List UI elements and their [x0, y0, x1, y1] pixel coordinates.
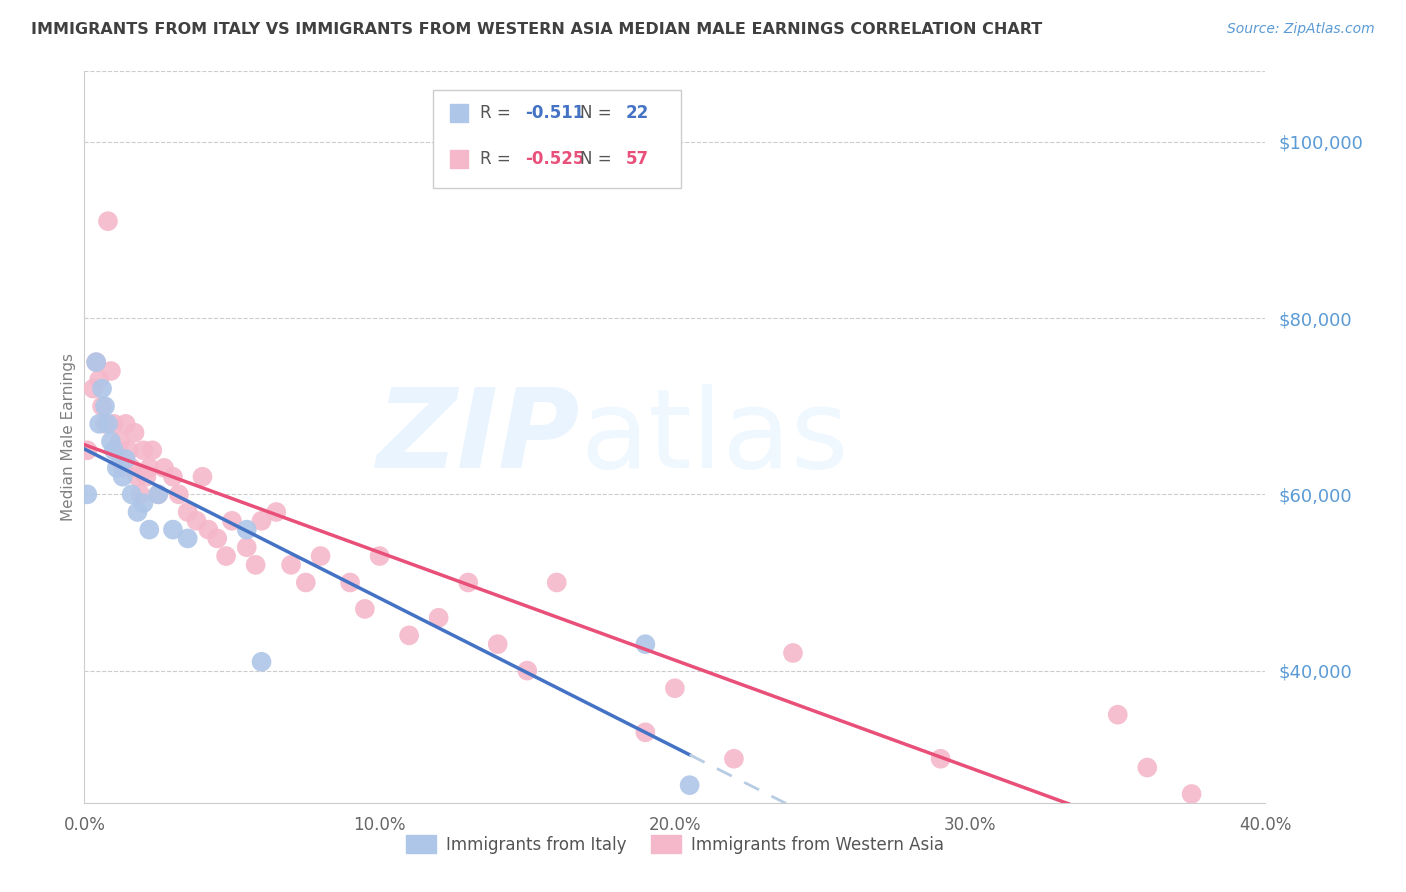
Point	[121, 487, 143, 501]
Point	[162, 469, 184, 483]
Point	[100, 434, 122, 449]
Point	[177, 532, 200, 546]
Point	[76, 487, 98, 501]
Text: 22: 22	[626, 104, 648, 122]
Legend: Immigrants from Italy, Immigrants from Western Asia: Immigrants from Italy, Immigrants from W…	[399, 829, 950, 860]
Point	[546, 575, 568, 590]
Point	[368, 549, 391, 563]
Point	[929, 752, 952, 766]
Point	[1107, 707, 1129, 722]
Point	[266, 505, 288, 519]
Text: atlas: atlas	[581, 384, 849, 491]
Point	[1181, 787, 1204, 801]
Point	[121, 461, 143, 475]
Point	[103, 443, 125, 458]
Point	[186, 514, 208, 528]
Point	[167, 487, 190, 501]
Point	[105, 461, 128, 475]
Point	[148, 487, 170, 501]
Point	[679, 778, 702, 792]
Point	[138, 523, 160, 537]
Point	[127, 505, 149, 519]
Point	[280, 558, 302, 572]
Text: N =: N =	[581, 150, 612, 168]
Point	[132, 443, 155, 458]
Text: N =: N =	[581, 104, 612, 122]
Text: Source: ZipAtlas.com: Source: ZipAtlas.com	[1227, 22, 1375, 37]
Text: 57: 57	[626, 150, 648, 168]
Point	[782, 646, 804, 660]
Point	[138, 461, 160, 475]
Point	[91, 399, 114, 413]
Point	[634, 725, 657, 739]
Point	[108, 434, 131, 449]
Point	[124, 425, 146, 440]
Point	[162, 523, 184, 537]
Point	[177, 505, 200, 519]
Point	[91, 382, 114, 396]
Point	[76, 443, 98, 458]
Point	[114, 452, 136, 467]
Point	[1136, 760, 1159, 774]
Point	[135, 469, 157, 483]
Point	[398, 628, 420, 642]
Point	[191, 469, 214, 483]
Point	[153, 461, 176, 475]
Point	[427, 611, 450, 625]
Point	[111, 469, 134, 483]
Point	[309, 549, 332, 563]
Y-axis label: Median Male Earnings: Median Male Earnings	[60, 353, 76, 521]
Point	[148, 487, 170, 501]
Point	[132, 496, 155, 510]
Text: ZIP: ZIP	[377, 384, 581, 491]
Point	[486, 637, 509, 651]
Point	[197, 523, 219, 537]
Point	[634, 637, 657, 651]
Point	[723, 752, 745, 766]
Point	[97, 214, 120, 228]
Text: -0.525: -0.525	[524, 150, 585, 168]
Point	[354, 602, 377, 616]
Point	[105, 443, 128, 458]
Text: R =: R =	[479, 150, 510, 168]
Point	[111, 461, 134, 475]
Point	[215, 549, 238, 563]
Point	[94, 399, 117, 413]
Point	[516, 664, 538, 678]
Point	[245, 558, 267, 572]
Point	[127, 469, 149, 483]
Point	[339, 575, 361, 590]
Point	[221, 514, 243, 528]
Point	[236, 540, 259, 554]
Point	[118, 443, 141, 458]
Point	[82, 382, 104, 396]
Point	[250, 655, 273, 669]
Point	[103, 417, 125, 431]
Point	[129, 487, 152, 501]
Point	[457, 575, 479, 590]
Point	[100, 364, 122, 378]
Point	[664, 681, 686, 696]
Point	[97, 417, 120, 431]
FancyBboxPatch shape	[433, 90, 681, 188]
Point	[141, 443, 163, 458]
Text: IMMIGRANTS FROM ITALY VS IMMIGRANTS FROM WESTERN ASIA MEDIAN MALE EARNINGS CORRE: IMMIGRANTS FROM ITALY VS IMMIGRANTS FROM…	[31, 22, 1042, 37]
Point	[94, 417, 117, 431]
Point	[250, 514, 273, 528]
Text: R =: R =	[479, 104, 510, 122]
Point	[84, 355, 107, 369]
Point	[84, 355, 107, 369]
Point	[236, 523, 259, 537]
Point	[295, 575, 318, 590]
Point	[87, 373, 111, 387]
Point	[207, 532, 229, 546]
Point	[114, 417, 136, 431]
Text: -0.511: -0.511	[524, 104, 583, 122]
Point	[87, 417, 111, 431]
